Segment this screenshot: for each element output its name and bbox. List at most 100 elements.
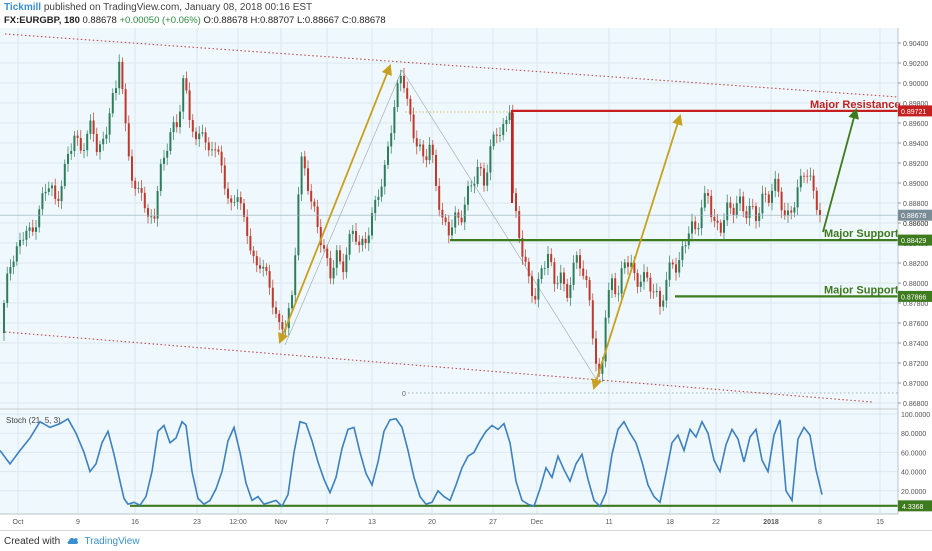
candle-body — [726, 202, 729, 221]
candle-body — [735, 203, 738, 216]
support-level-label: Major Support — [824, 228, 899, 240]
candle-body — [35, 227, 37, 232]
candle-body — [479, 166, 482, 169]
resistance-price-tag — [898, 105, 932, 117]
candle-body — [236, 197, 239, 202]
candle-body — [124, 89, 127, 124]
candle-body — [588, 280, 591, 301]
candle-body — [435, 154, 437, 186]
time-tick-label: 11 — [605, 519, 612, 526]
candle-body — [153, 216, 156, 219]
price-tick-label: 0.89800 — [903, 101, 928, 108]
stoch-axis[interactable]: 100.0000 80.0000 60.0000 40.0000 20.0000 4.33… — [898, 412, 932, 512]
candle-body — [134, 180, 137, 189]
candle-body — [303, 156, 306, 169]
candle-body — [537, 278, 540, 300]
stoch-tick-label: 60.0000 — [901, 450, 926, 457]
candle-body — [444, 217, 447, 222]
candle-body — [335, 250, 338, 268]
publisher-brand[interactable]: Tickmill — [4, 2, 42, 13]
candle-body — [159, 163, 162, 192]
time-tick-label: Dec — [531, 519, 544, 526]
candle-body — [495, 134, 498, 136]
candle-body — [95, 134, 98, 153]
candle-body — [380, 186, 383, 197]
candle-body — [361, 238, 364, 246]
candle-body — [367, 235, 370, 244]
candle-body — [9, 267, 12, 274]
candle-body — [607, 290, 610, 318]
time-tick-label: 13 — [368, 519, 376, 526]
candle-body — [377, 196, 380, 200]
support-level-label: Major Support — [824, 284, 899, 296]
price-change: +0.00050 (+0.06%) — [119, 15, 201, 26]
candle-body — [246, 216, 249, 237]
candle-body — [214, 149, 217, 151]
candle-body — [553, 262, 556, 284]
price-tick-label: 0.90400 — [903, 41, 928, 48]
candle-body — [691, 221, 693, 234]
created-with-text: Created with — [4, 536, 61, 547]
candle-body — [547, 253, 549, 268]
candle-body — [207, 142, 210, 151]
time-tick-label: 16 — [131, 519, 139, 526]
time-axis[interactable]: Oct 9 16 23 12:00 Nov 7 13 20 27 Dec 11 18 22 2018 8 15 — [13, 519, 884, 526]
candle-body — [595, 338, 597, 364]
symbol-name[interactable]: FX:EURGBP, 180 — [4, 15, 80, 26]
last-price-tag — [898, 209, 932, 221]
candle-body — [745, 211, 748, 219]
candle-body — [323, 245, 325, 249]
candle-body — [502, 124, 505, 136]
candle-body — [262, 266, 265, 269]
candle-body — [278, 313, 281, 323]
support-price-tag-label: 0.87866 — [901, 294, 926, 301]
stoch-tick-label: 100.0000 — [901, 412, 930, 419]
candle-body — [118, 61, 121, 89]
candle-body — [809, 175, 812, 177]
candle-body — [396, 83, 399, 108]
candle-body — [697, 228, 700, 230]
candle-body — [419, 144, 421, 147]
candle-body — [771, 190, 773, 203]
price-tick-label: 0.87800 — [903, 301, 928, 308]
candle-body — [89, 120, 92, 134]
candle-body — [518, 211, 521, 239]
price-tick-label: 0.90000 — [903, 81, 928, 88]
price-tick-label: 0.87000 — [903, 381, 928, 388]
candle-body — [531, 276, 533, 296]
candle-body — [678, 260, 681, 273]
candle-body — [467, 186, 469, 205]
candle-body — [383, 164, 386, 187]
support-price-tag — [898, 290, 932, 302]
candle-body — [220, 151, 223, 166]
candle-body — [15, 246, 18, 262]
tradingview-brand[interactable]: TradingView — [84, 536, 140, 547]
price-tick-label: 0.88800 — [903, 201, 928, 208]
candle-body — [345, 254, 348, 273]
stoch-last-tag — [898, 500, 932, 512]
candle-body — [739, 196, 741, 204]
candle-body — [156, 191, 159, 219]
resistance-price-tag-label: 0.89721 — [901, 109, 926, 116]
candle-body — [671, 262, 674, 265]
stoch-pane-background — [0, 410, 898, 514]
candle-body — [150, 216, 153, 218]
candle-body — [223, 165, 226, 189]
time-tick-label: 18 — [666, 519, 674, 526]
candle-body — [99, 144, 101, 153]
candle-body — [294, 255, 297, 296]
candle-body — [566, 283, 569, 298]
ohlc-values: O:0.88678 H:0.88707 L:0.88667 C:0.88678 — [203, 15, 386, 26]
candle-body — [163, 157, 165, 164]
price-axis[interactable]: 0.90400 0.90200 0.90000 0.89800 0.89600 0.894… — [898, 41, 932, 408]
time-tick-label: 9 — [76, 519, 80, 526]
candle-body — [310, 190, 313, 202]
price-tick-label: 0.86800 — [903, 401, 928, 408]
price-tick-label: 0.87400 — [903, 341, 928, 348]
candle-body — [646, 272, 649, 278]
candle-body — [108, 113, 111, 135]
stoch-last-label: 4.3368 — [902, 504, 924, 511]
zero-label: 0 — [402, 391, 406, 398]
footer: Created with TradingView — [0, 530, 932, 551]
